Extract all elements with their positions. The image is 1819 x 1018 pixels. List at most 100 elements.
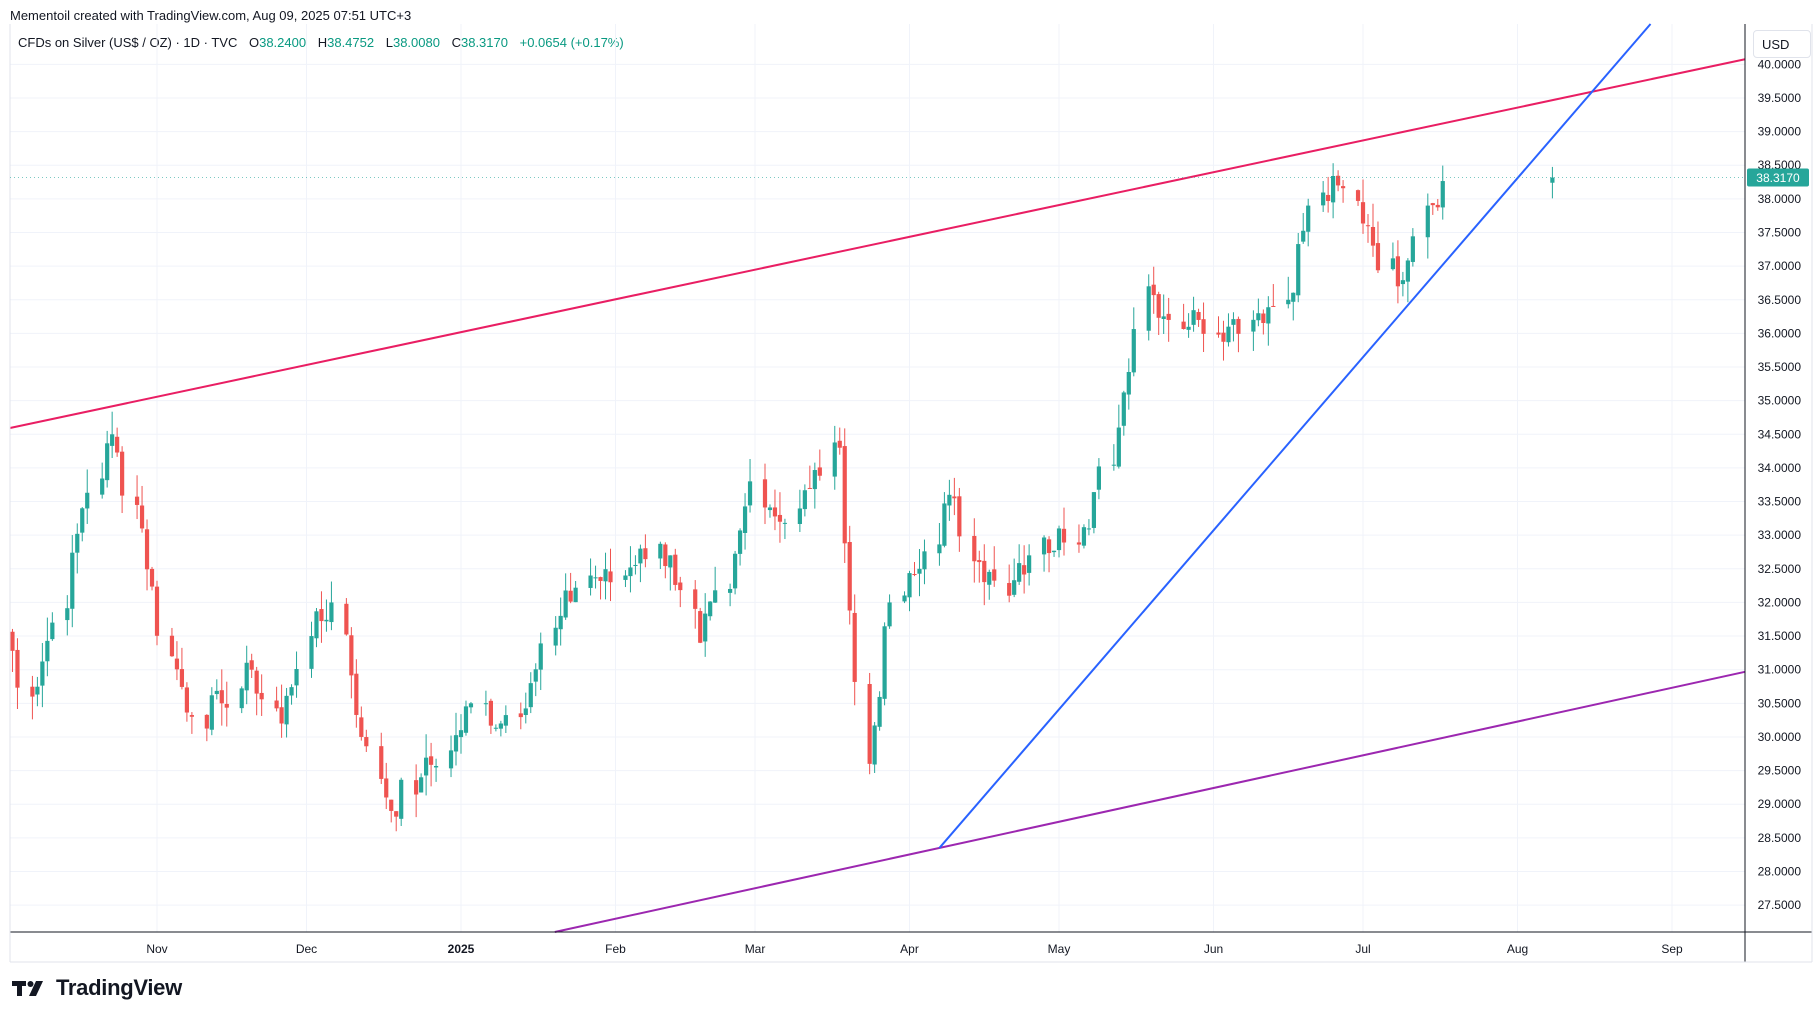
last-price-text: 38.3170 bbox=[1756, 171, 1800, 185]
candle-body bbox=[169, 635, 175, 657]
candle-body bbox=[1201, 319, 1206, 334]
candle-body bbox=[1161, 316, 1166, 319]
candle-body bbox=[628, 567, 633, 577]
time-tick-label: Jul bbox=[1355, 942, 1370, 956]
candle-body bbox=[1375, 243, 1381, 271]
candle-body bbox=[782, 522, 788, 524]
candle-body bbox=[947, 494, 952, 506]
candle-body bbox=[742, 506, 748, 533]
candle-body bbox=[1022, 565, 1027, 575]
candle-body bbox=[384, 778, 389, 798]
candle-body bbox=[279, 707, 284, 724]
candle-body bbox=[115, 436, 120, 453]
candle-body bbox=[134, 496, 140, 505]
candle-body bbox=[802, 490, 807, 510]
last-price-tag: 38.3170 bbox=[10, 168, 1809, 187]
candle-body bbox=[703, 613, 708, 642]
candle-body bbox=[1360, 202, 1366, 224]
price-tick-label: 32.0000 bbox=[1758, 595, 1802, 609]
candle-body bbox=[777, 514, 783, 522]
candle-body bbox=[603, 569, 608, 582]
time-tick-label: Sep bbox=[1661, 942, 1683, 956]
candle-body bbox=[15, 649, 20, 688]
candle-body bbox=[1051, 550, 1057, 553]
candle-body bbox=[598, 577, 603, 581]
trendlines bbox=[9, 23, 1746, 933]
candle-body bbox=[797, 508, 802, 524]
candle-body bbox=[414, 780, 419, 795]
candle-body bbox=[728, 588, 733, 593]
candle-body bbox=[987, 571, 992, 585]
candle-body bbox=[698, 611, 703, 643]
candle-body bbox=[149, 568, 155, 587]
candle-body bbox=[1256, 313, 1261, 321]
candle-body bbox=[354, 673, 359, 715]
candle-body bbox=[359, 717, 364, 737]
candle-body bbox=[668, 555, 673, 568]
candle-body bbox=[349, 635, 354, 676]
candle-body bbox=[1291, 292, 1296, 302]
candle-body bbox=[45, 640, 50, 662]
candle-body bbox=[837, 440, 842, 448]
price-tick-label: 30.0000 bbox=[1758, 730, 1802, 744]
created-by-caption: Mementoil created with TradingView.com, … bbox=[10, 8, 412, 23]
candle-body bbox=[184, 687, 190, 713]
candle-body bbox=[977, 560, 982, 563]
candle-body bbox=[658, 543, 663, 559]
candle-body bbox=[1221, 332, 1226, 342]
price-tick-label: 29.5000 bbox=[1758, 764, 1802, 778]
candle-body bbox=[1410, 236, 1415, 262]
candle-body bbox=[40, 661, 45, 686]
price-tick-label: 34.0000 bbox=[1758, 461, 1802, 475]
candle-body bbox=[139, 505, 145, 529]
candlestick-series bbox=[10, 163, 1555, 832]
candle-body bbox=[842, 446, 847, 544]
candle-body bbox=[1056, 528, 1062, 551]
candle-body bbox=[633, 564, 638, 566]
candle-body bbox=[1296, 244, 1301, 296]
time-tick-label: Apr bbox=[900, 942, 919, 956]
candle-body bbox=[1156, 294, 1161, 318]
price-tick-label: 37.5000 bbox=[1758, 226, 1802, 240]
candle-body bbox=[957, 496, 962, 537]
candle-body bbox=[389, 799, 394, 811]
candle-body bbox=[189, 715, 194, 717]
candle-body bbox=[917, 568, 922, 574]
candle-body bbox=[523, 708, 528, 715]
candle-body bbox=[533, 669, 538, 682]
price-tick-label: 30.5000 bbox=[1758, 696, 1802, 710]
low-value: 38.0080 bbox=[392, 35, 440, 50]
candle-body bbox=[553, 627, 558, 646]
candle-body bbox=[922, 551, 927, 570]
symbol-title[interactable]: CFDs on Silver (US$ / OZ) · 1D · TVC bbox=[18, 35, 238, 50]
candle-body bbox=[259, 692, 264, 700]
candle-body bbox=[1440, 181, 1445, 208]
price-tick-label: 39.0000 bbox=[1758, 125, 1802, 139]
currency-button[interactable]: USD bbox=[1753, 30, 1811, 58]
candle-body bbox=[144, 529, 150, 570]
change-value: +0.0654 (+0.17%) bbox=[519, 35, 624, 50]
candle-body bbox=[1266, 307, 1271, 324]
tradingview-logo[interactable]: TradingView bbox=[12, 975, 182, 1001]
candle-body bbox=[488, 700, 493, 726]
candle-body bbox=[907, 573, 912, 598]
candle-body bbox=[1081, 527, 1087, 546]
candle-body bbox=[433, 766, 439, 768]
price-tick-label: 35.5000 bbox=[1758, 360, 1802, 374]
candle-body bbox=[1086, 528, 1092, 530]
price-tick-label: 32.5000 bbox=[1758, 562, 1802, 576]
candle-body bbox=[1400, 280, 1405, 285]
candle-body bbox=[877, 696, 882, 727]
candle-body bbox=[1425, 205, 1430, 238]
candle-body bbox=[319, 609, 324, 622]
candle-body bbox=[309, 636, 314, 669]
time-tick-label: Jun bbox=[1204, 942, 1223, 956]
price-tick-label: 36.0000 bbox=[1758, 326, 1802, 340]
candle-body bbox=[528, 683, 533, 708]
candle-body bbox=[35, 686, 40, 695]
candle-body bbox=[663, 544, 668, 567]
candle-body bbox=[1365, 225, 1371, 227]
candle-body bbox=[493, 727, 498, 729]
candle-body bbox=[902, 595, 907, 602]
